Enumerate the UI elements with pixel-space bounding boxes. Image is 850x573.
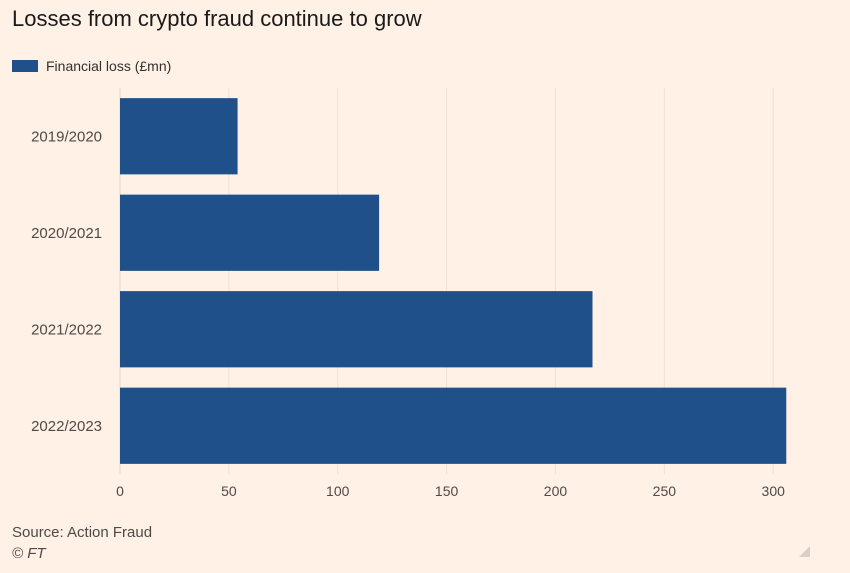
- category-label: 2019/2020: [31, 128, 102, 145]
- legend-label: Financial loss (£mn): [46, 58, 172, 74]
- bar: [120, 387, 787, 464]
- x-tick-label: 250: [653, 483, 677, 499]
- x-tick-label: 0: [116, 483, 124, 499]
- bar: [120, 98, 238, 175]
- bar: [120, 291, 593, 368]
- resize-handle-icon: [799, 546, 810, 557]
- x-tick-label: 200: [544, 483, 568, 499]
- category-label: 2022/2023: [31, 418, 102, 435]
- category-label: 2021/2022: [31, 321, 102, 338]
- bar: [120, 194, 380, 271]
- category-label: 2020/2021: [31, 225, 102, 242]
- chart-title: Losses from crypto fraud continue to gro…: [12, 6, 422, 31]
- x-tick-label: 50: [221, 483, 237, 499]
- legend: Financial loss (£mn): [12, 58, 171, 74]
- copyright-note: © FT: [12, 545, 46, 562]
- x-tick-label: 100: [326, 483, 350, 499]
- x-tick-label: 300: [762, 483, 786, 499]
- x-tick-label: 150: [435, 483, 459, 499]
- source-note: Source: Action Fraud: [12, 524, 153, 541]
- legend-swatch: [12, 60, 38, 72]
